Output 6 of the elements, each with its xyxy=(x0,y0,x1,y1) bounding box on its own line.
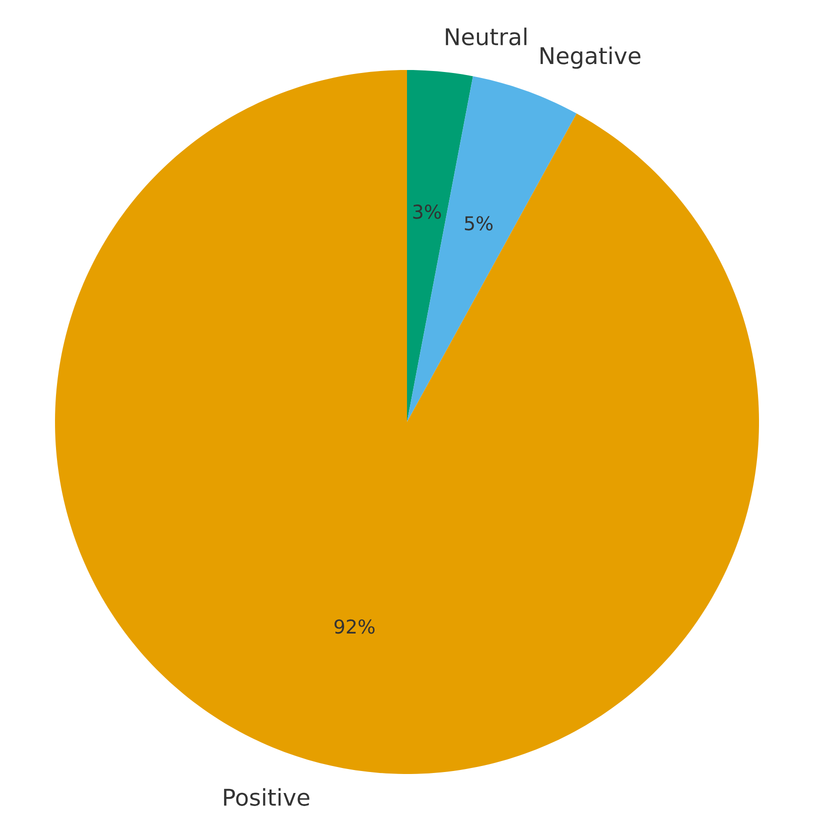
data-label: 92% xyxy=(334,619,375,634)
data-label: 3% xyxy=(413,204,441,219)
slice-label: Positive xyxy=(224,788,310,806)
slice-label: Negative xyxy=(540,46,640,69)
slice-label: Neutral xyxy=(446,28,526,46)
data-label: 5% xyxy=(464,216,493,230)
